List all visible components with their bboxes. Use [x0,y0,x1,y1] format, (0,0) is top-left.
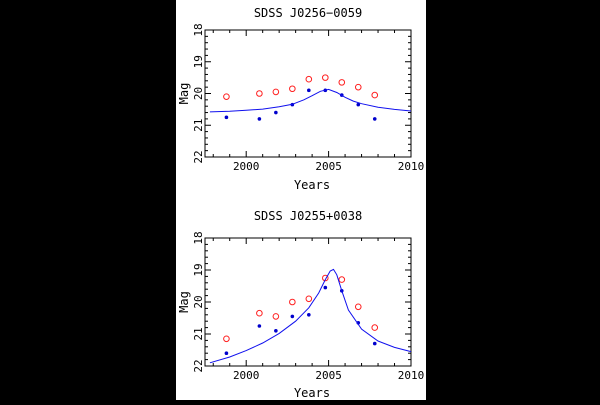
y-tick-label: 19 [192,55,205,68]
y-tick-label: 21 [192,327,205,340]
open-data-point [272,88,280,96]
open-data-point [256,309,263,317]
figure: SDSS J0256−0059 2000 2005 2010 18 19 20 21 22 Yea… [177,6,425,400]
open-data-point [305,75,313,83]
x-tick-label: 2000 [233,160,260,173]
chart-title: SDSS J0255+0038 [254,209,362,223]
y-axis-label: Mag [177,83,191,105]
x-tick-label: 2010 [398,369,425,382]
open-data-point [338,276,346,283]
y-tick-label: 22 [192,150,205,163]
y-tick-label: 22 [192,359,205,372]
x-tick-label: 2005 [315,369,342,382]
fit-curve [209,88,412,113]
y-tick-label: 18 [192,23,205,36]
figure-panel: SDSS J0256−0059 2000 2005 2010 18 19 20 21 22 Yea… [176,0,426,400]
x-axis-label: Years [294,386,330,400]
y-tick-label: 19 [192,263,205,276]
open-data-point [354,83,362,91]
y-tick-label: 21 [192,119,205,132]
filled-data-point [224,115,229,120]
open-data-point [322,74,329,81]
filled-data-point [372,341,377,346]
y-axis-label: Mag [177,291,191,313]
fit-curve [209,268,412,364]
open-data-point [338,79,346,86]
x-tick-label: 2000 [233,369,260,382]
filled-data-point [307,313,311,317]
open-data-point [354,303,362,311]
plot-frame [204,29,412,158]
open-data-point [256,90,263,97]
filled-data-point [224,351,229,356]
open-data-point [223,335,230,343]
open-data-point [289,85,296,93]
filled-data-point [356,102,361,107]
y-tick-label: 18 [192,231,205,244]
chart-title: SDSS J0256−0059 [254,6,362,20]
open-data-point [305,295,313,303]
open-data-point [371,324,379,331]
filled-data-point [290,314,295,319]
open-data-point [371,91,379,99]
open-data-point [272,313,280,320]
filled-data-point [372,117,377,121]
x-tick-label: 2010 [398,160,425,173]
filled-data-point [323,285,328,290]
x-axis-label: Years [294,178,330,192]
y-tick-label: 20 [192,87,205,100]
open-data-point [322,274,329,282]
plot-frame [204,237,412,367]
filled-data-point [257,117,262,121]
x-tick-label: 2005 [315,160,342,173]
open-data-point [223,93,230,100]
filled-data-point [274,329,278,333]
filled-data-point [257,324,262,328]
filled-data-point [307,88,311,93]
y-tick-label: 20 [192,295,205,308]
open-data-point [289,298,296,306]
filled-data-point [274,110,278,115]
